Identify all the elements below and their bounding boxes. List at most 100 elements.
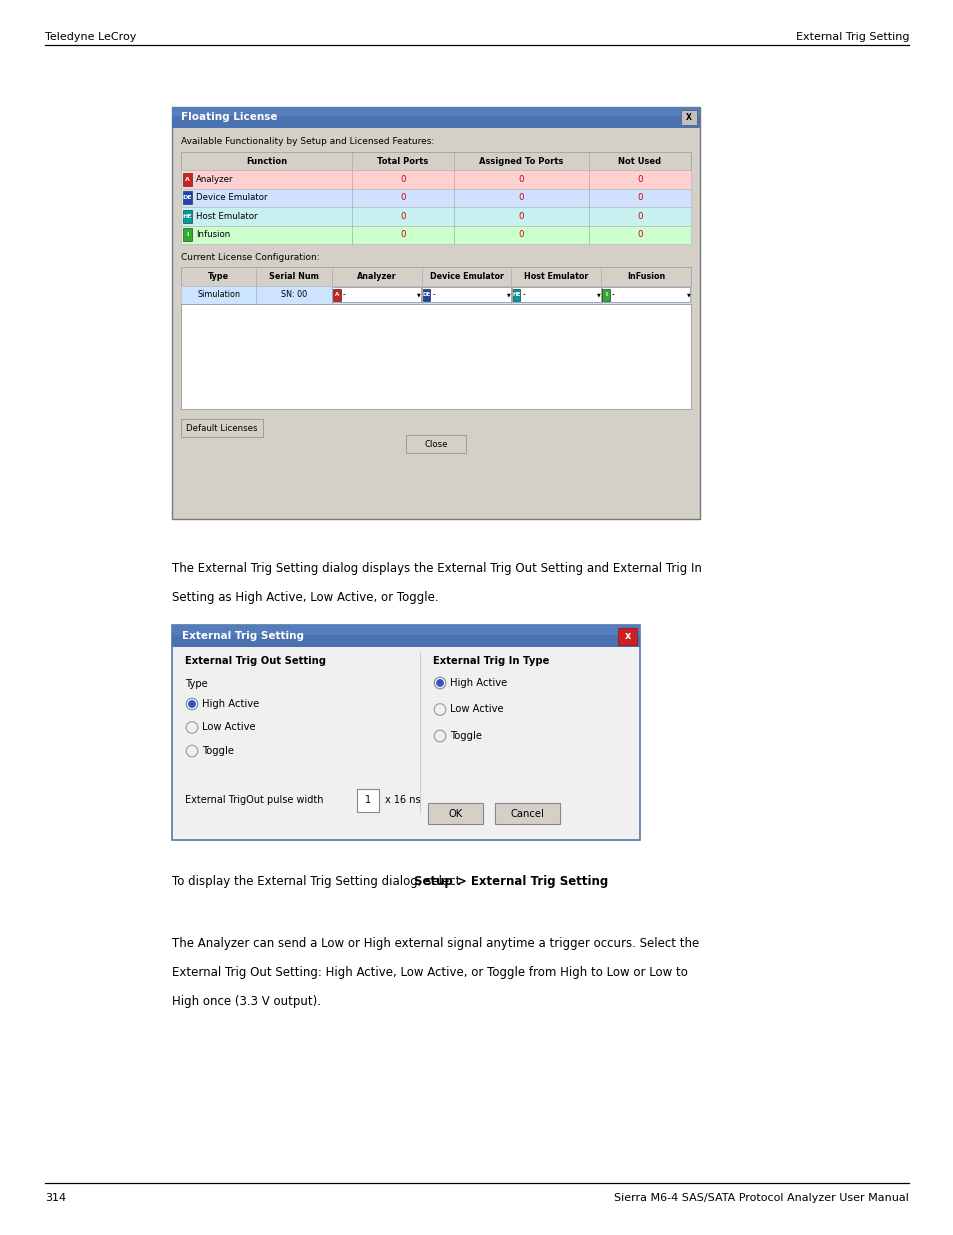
Text: 0: 0 xyxy=(637,174,642,184)
Text: Host Emulator: Host Emulator xyxy=(523,272,588,280)
Text: Low Active: Low Active xyxy=(202,722,255,732)
Text: 0: 0 xyxy=(399,193,405,203)
Text: x 16 ns: x 16 ns xyxy=(385,795,420,805)
Text: Device Emulator: Device Emulator xyxy=(429,272,503,280)
Text: 0: 0 xyxy=(399,174,405,184)
Text: HE: HE xyxy=(512,293,520,298)
Bar xyxy=(356,788,378,811)
Text: A: A xyxy=(185,177,190,182)
Text: -: - xyxy=(432,290,435,299)
Bar xyxy=(172,107,700,519)
Text: External Trig Out Setting: High Active, Low Active, or Toggle from High to Low o: External Trig Out Setting: High Active, … xyxy=(172,966,687,979)
Text: 0: 0 xyxy=(518,174,523,184)
Text: DE: DE xyxy=(422,293,431,298)
Bar xyxy=(601,288,690,303)
Text: High Active: High Active xyxy=(202,699,259,709)
Text: Total Ports: Total Ports xyxy=(376,157,428,165)
Text: The External Trig Setting dialog displays the External Trig Out Setting and Exte: The External Trig Setting dialog display… xyxy=(172,562,701,576)
Bar xyxy=(181,419,263,437)
Text: Serial Num: Serial Num xyxy=(269,272,319,280)
Bar xyxy=(422,289,430,301)
Text: External TrigOut pulse width: External TrigOut pulse width xyxy=(185,795,323,805)
Text: 0: 0 xyxy=(637,211,642,221)
Bar xyxy=(182,210,192,222)
Bar xyxy=(332,288,421,303)
Bar xyxy=(182,173,192,185)
Text: Cancel: Cancel xyxy=(510,809,544,819)
Text: OK: OK xyxy=(448,809,462,819)
Bar xyxy=(182,191,192,204)
Bar xyxy=(181,304,690,409)
Bar xyxy=(512,289,519,301)
Text: 0: 0 xyxy=(518,230,523,240)
Text: 1: 1 xyxy=(365,795,371,805)
Text: SN: 00: SN: 00 xyxy=(281,290,307,299)
Bar xyxy=(172,625,639,840)
Text: To display the External Trig Setting dialog, select: To display the External Trig Setting dia… xyxy=(172,876,464,888)
Text: Device Emulator: Device Emulator xyxy=(195,193,267,203)
Bar xyxy=(495,803,559,824)
Text: ▼: ▼ xyxy=(416,293,420,298)
Text: Host Emulator: Host Emulator xyxy=(195,211,257,221)
Bar xyxy=(422,288,511,303)
Text: Current License Configuration:: Current License Configuration: xyxy=(181,253,319,262)
Text: Assigned To Ports: Assigned To Ports xyxy=(478,157,563,165)
Bar xyxy=(181,207,690,226)
Text: External Trig Setting: External Trig Setting xyxy=(795,32,908,42)
Text: 0: 0 xyxy=(637,193,642,203)
Text: 0: 0 xyxy=(399,211,405,221)
Text: Not Used: Not Used xyxy=(618,157,660,165)
Text: Analyzer: Analyzer xyxy=(195,174,233,184)
Text: High Active: High Active xyxy=(450,678,507,688)
Text: Sierra M6-4 SAS/SATA Protocol Analyzer User Manual: Sierra M6-4 SAS/SATA Protocol Analyzer U… xyxy=(614,1193,908,1203)
Bar xyxy=(679,110,697,125)
Bar xyxy=(172,107,700,128)
Circle shape xyxy=(189,700,195,708)
Text: 314: 314 xyxy=(45,1193,66,1203)
Text: X: X xyxy=(685,112,691,122)
Text: Close: Close xyxy=(424,440,447,448)
Bar xyxy=(618,627,637,645)
Text: High once (3.3 V output).: High once (3.3 V output). xyxy=(172,995,320,1008)
Text: x: x xyxy=(623,631,630,641)
Bar xyxy=(181,170,690,189)
Bar xyxy=(601,289,609,301)
Text: External Trig Out Setting: External Trig Out Setting xyxy=(185,656,326,666)
Text: The Analyzer can send a Low or High external signal anytime a trigger occurs. Se: The Analyzer can send a Low or High exte… xyxy=(172,937,699,950)
Bar xyxy=(428,803,482,824)
Bar xyxy=(172,625,639,647)
Text: HE: HE xyxy=(182,214,192,219)
Text: -: - xyxy=(611,290,614,299)
Text: External Trig In Type: External Trig In Type xyxy=(433,656,549,666)
Bar xyxy=(172,107,700,116)
Bar xyxy=(182,228,192,241)
Text: ▼: ▼ xyxy=(597,293,600,298)
Bar xyxy=(172,625,639,635)
Text: Analyzer: Analyzer xyxy=(356,272,396,280)
Text: 0: 0 xyxy=(637,230,642,240)
Bar xyxy=(181,267,690,285)
Text: -: - xyxy=(521,290,524,299)
Circle shape xyxy=(436,679,443,687)
Bar xyxy=(181,226,690,245)
Text: Infusion: Infusion xyxy=(195,230,230,240)
Text: Teledyne LeCroy: Teledyne LeCroy xyxy=(45,32,136,42)
Bar xyxy=(181,285,690,304)
Text: Low Active: Low Active xyxy=(450,704,503,715)
Text: Available Functionality by Setup and Licensed Features:: Available Functionality by Setup and Lic… xyxy=(181,137,434,146)
Text: 0: 0 xyxy=(518,193,523,203)
Text: Default Licenses: Default Licenses xyxy=(186,424,257,432)
Text: Simulation: Simulation xyxy=(197,290,240,299)
Text: Function: Function xyxy=(246,157,287,165)
Text: Toggle: Toggle xyxy=(202,746,233,756)
Bar xyxy=(181,189,690,207)
Bar xyxy=(333,289,340,301)
Text: Setting as High Active, Low Active, or Toggle.: Setting as High Active, Low Active, or T… xyxy=(172,592,438,604)
Text: Toggle: Toggle xyxy=(450,731,481,741)
Text: 0: 0 xyxy=(399,230,405,240)
Text: InFusion: InFusion xyxy=(626,272,664,280)
Bar xyxy=(512,288,600,303)
Bar xyxy=(406,435,465,453)
Text: Setup > External Trig Setting: Setup > External Trig Setting xyxy=(414,876,608,888)
Bar xyxy=(181,152,690,170)
